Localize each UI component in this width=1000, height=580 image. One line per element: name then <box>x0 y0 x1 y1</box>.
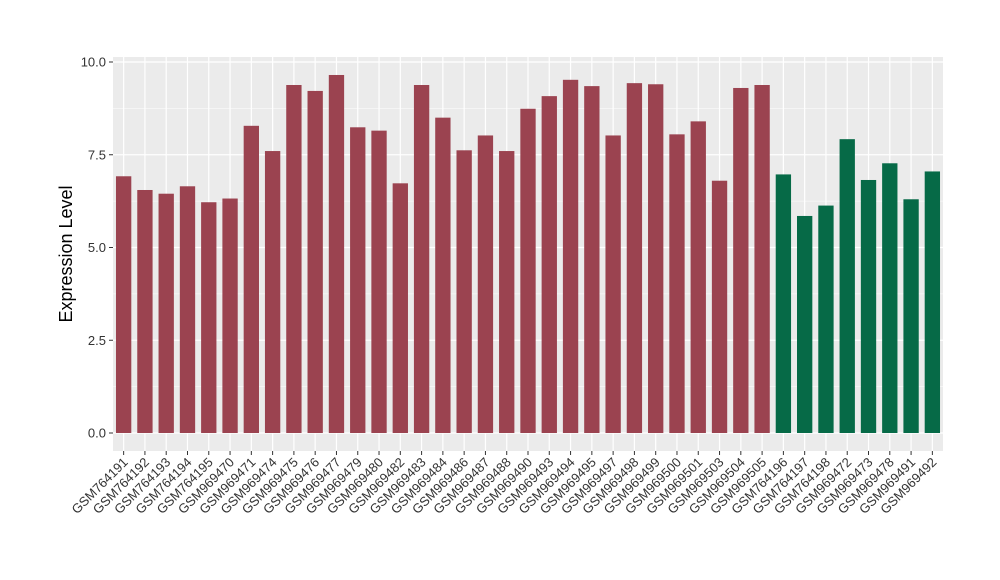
bar-GSM764195 <box>201 202 217 433</box>
y-tick-label: 2.5 <box>88 333 106 348</box>
bar-GSM969470 <box>222 198 238 433</box>
bar-GSM969483 <box>413 85 430 433</box>
bar-GSM969493 <box>541 96 557 433</box>
y-axis-label: Expression Level <box>56 185 76 322</box>
y-tick-label: 10.0 <box>81 55 106 70</box>
y-tick-label: 7.5 <box>88 147 106 162</box>
bar-GSM969503 <box>711 180 728 433</box>
bars-group <box>115 74 941 434</box>
bar-GSM764196 <box>775 174 792 433</box>
y-tick-label: 5.0 <box>88 240 106 255</box>
bar-GSM969500 <box>669 134 685 433</box>
bar-GSM969499 <box>648 84 664 433</box>
bar-GSM969479 <box>350 127 366 434</box>
bar-GSM969475 <box>286 85 302 433</box>
bar-GSM969480 <box>371 130 387 433</box>
bar-GSM969495 <box>584 86 600 434</box>
y-tick-label: 0.0 <box>88 426 106 441</box>
x-axis-ticks: GSM764191GSM764192GSM764193GSM764194GSM7… <box>69 451 939 517</box>
bar-GSM969501 <box>690 121 706 434</box>
bar-GSM764194 <box>179 186 196 433</box>
bar-GSM969486 <box>456 150 472 433</box>
bar-GSM969474 <box>264 151 281 434</box>
bar-GSM969488 <box>499 151 515 434</box>
bar-GSM969498 <box>626 83 643 433</box>
bar-GSM764198 <box>818 205 834 433</box>
bar-GSM969478 <box>882 163 898 433</box>
bar-GSM969491 <box>903 199 919 433</box>
bar-GSM764191 <box>115 176 132 433</box>
bar-GSM969476 <box>307 90 323 434</box>
bar-GSM969490 <box>520 108 536 433</box>
bar-GSM969497 <box>605 135 621 433</box>
bar-GSM969494 <box>562 79 579 434</box>
bar-GSM969504 <box>733 87 749 433</box>
bar-GSM764197 <box>797 215 813 433</box>
bar-GSM969471 <box>243 125 259 433</box>
bar-GSM969505 <box>754 85 770 433</box>
bar-GSM969482 <box>392 183 408 433</box>
bar-GSM969472 <box>839 139 855 433</box>
bar-GSM969477 <box>328 74 345 434</box>
y-axis-ticks: 0.0 2.5 5.0 7.5 10.0 <box>81 55 113 441</box>
bar-GSM969487 <box>477 135 494 433</box>
bar-GSM969473 <box>860 179 877 433</box>
bar-GSM969492 <box>924 171 941 433</box>
bar-GSM969484 <box>435 117 451 434</box>
bar-GSM764192 <box>137 189 153 433</box>
bar-GSM764193 <box>158 193 174 433</box>
